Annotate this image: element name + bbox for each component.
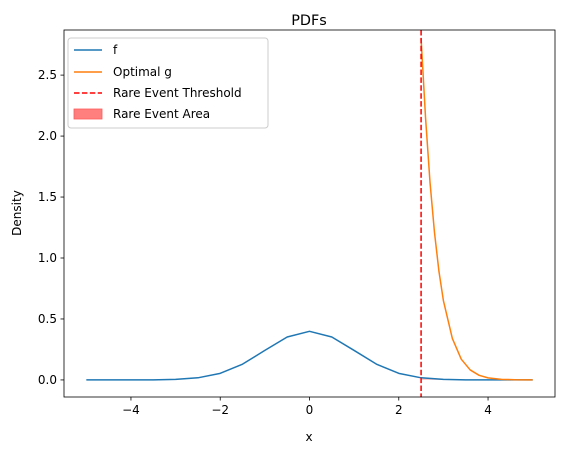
y-tick-label: 1.0 bbox=[38, 251, 57, 265]
y-tick-label: 2.0 bbox=[38, 129, 57, 143]
y-tick-label: 2.5 bbox=[38, 68, 57, 82]
x-tick-label: 0 bbox=[306, 403, 314, 417]
y-tick-label: 1.5 bbox=[38, 190, 57, 204]
y-tick-label: 0.0 bbox=[38, 373, 57, 387]
legend-label-optimal-g: Optimal g bbox=[113, 65, 172, 79]
legend-label-area: Rare Event Area bbox=[113, 107, 210, 121]
legend: f Optimal g Rare Event Threshold Rare Ev… bbox=[68, 38, 268, 128]
legend-swatch-area bbox=[74, 109, 102, 119]
x-tick-label: −4 bbox=[122, 403, 140, 417]
x-tick-label: −2 bbox=[211, 403, 229, 417]
x-tick-label: 4 bbox=[484, 403, 492, 417]
legend-label-threshold: Rare Event Threshold bbox=[113, 86, 242, 100]
x-axis-label: x bbox=[305, 430, 312, 444]
y-tick-label: 0.5 bbox=[38, 312, 57, 326]
chart-title: PDFs bbox=[291, 13, 327, 29]
x-tick-label: 2 bbox=[395, 403, 403, 417]
y-axis-label: Density bbox=[10, 190, 24, 236]
